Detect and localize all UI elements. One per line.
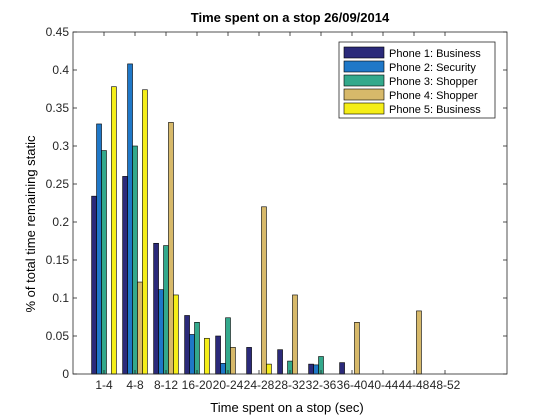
x-tick-label: 1-4	[95, 378, 113, 392]
x-tick-label: 8-12	[154, 378, 178, 392]
x-tick-label: 48-52	[430, 378, 461, 392]
bar-4-44-48	[416, 310, 422, 375]
bar-1-16-20	[184, 315, 190, 375]
bar-2-8-12	[158, 289, 164, 375]
bar-1-4-8	[122, 176, 128, 375]
chart-title: Time spent on a stop 26/09/2014	[191, 10, 390, 25]
legend-label: Phone 5: Business	[389, 104, 481, 116]
y-tick-label: 0.25	[46, 177, 70, 191]
bar-3-8-12	[163, 245, 169, 375]
bar-4-20-24	[230, 347, 236, 375]
x-tick-label: 32-36	[306, 378, 337, 392]
legend-swatch	[343, 102, 385, 115]
bar-2-20-24	[220, 363, 226, 375]
axes-layer: 0 0.05 0.1 0.15 0.2 0.25 0.3 0.35 0.4 0.45 1-4 4-8 8…	[46, 25, 508, 392]
bar-3-16-20	[194, 322, 200, 375]
y-tick-label: 0.45	[46, 25, 70, 39]
legend: Phone 1: Business Phone 2: Security Phone …	[338, 41, 496, 119]
bar-1-8-12	[153, 242, 159, 375]
bar-5-16-20	[204, 337, 210, 375]
bar-5-24-28	[266, 363, 272, 375]
legend-swatch	[343, 88, 385, 101]
x-tick-label: 28-32	[275, 378, 306, 392]
legend-swatch	[343, 46, 385, 59]
legend-label: Phone 2: Security	[389, 62, 476, 74]
bar-1-24-28	[246, 347, 252, 375]
x-tick-label: 36-40	[337, 378, 368, 392]
bar-4-24-28	[261, 206, 267, 375]
bar-3-4-8	[132, 145, 138, 375]
y-tick-label: 0.2	[52, 215, 69, 229]
x-tick-label: 44-48	[399, 378, 430, 392]
legend-label: Phone 3: Shopper	[389, 76, 478, 88]
bar-2-32-36	[313, 364, 319, 375]
legend-label: Phone 1: Business	[389, 48, 481, 60]
bar-1-1-4	[91, 195, 97, 375]
bar-2-4-8	[127, 63, 133, 375]
y-tick-label: 0.3	[52, 139, 69, 153]
bar-4-36-40	[354, 322, 360, 375]
x-axis-label: Time spent on a stop (sec)	[210, 400, 363, 415]
bar-3-1-4	[101, 150, 107, 375]
bar-1-20-24	[215, 335, 221, 375]
bar-5-8-12	[173, 294, 179, 375]
bar-1-36-40	[339, 362, 345, 375]
x-tick-label: 16-20	[182, 378, 213, 392]
x-tick-label: 4-8	[126, 378, 144, 392]
x-tick-label: 24-28	[244, 378, 275, 392]
y-tick-label: 0.1	[52, 291, 69, 305]
legend-label: Phone 4: Shopper	[389, 90, 478, 102]
bar-5-4-8	[142, 89, 148, 375]
bar-2-16-20	[189, 334, 195, 375]
legend-swatch	[343, 74, 385, 87]
bar-4-4-8	[137, 281, 143, 375]
y-tick-label: 0.4	[52, 63, 69, 77]
bar-1-28-32	[277, 349, 283, 375]
bar-5-1-4	[111, 86, 117, 375]
bar-4-28-32	[292, 294, 298, 375]
y-tick-label: 0.05	[46, 329, 70, 343]
legend-swatch	[343, 60, 385, 73]
y-tick-label: 0.15	[46, 253, 70, 267]
y-tick-label: 0.35	[46, 101, 70, 115]
bar-4-8-12	[168, 122, 174, 375]
bar-2-1-4	[96, 123, 102, 375]
y-axis-label: % of total time remaining static	[23, 135, 38, 313]
bar-3-20-24	[225, 317, 231, 375]
y-tick-label: 0	[62, 367, 69, 381]
bar-1-32-36	[308, 363, 314, 375]
x-tick-label: 40-44	[368, 378, 399, 392]
x-tick-label: 20-24	[213, 378, 244, 392]
